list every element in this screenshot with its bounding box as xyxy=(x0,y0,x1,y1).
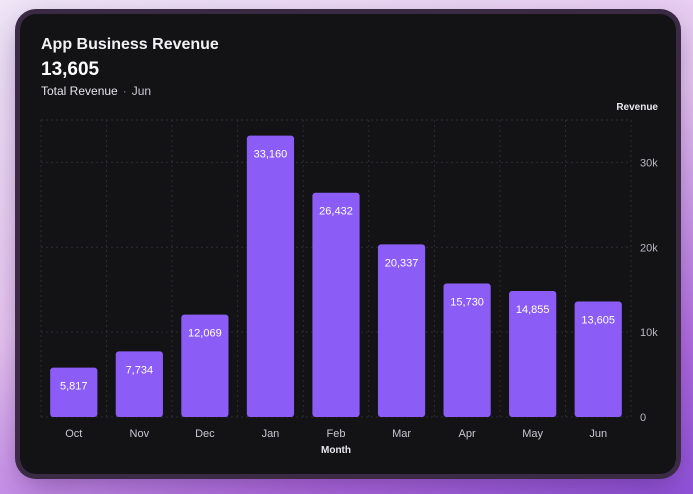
x-tick-label: Nov xyxy=(130,428,150,440)
x-tick-label: Dec xyxy=(195,428,215,440)
chart-card: App Business Revenue 13,605 Total Revenu… xyxy=(20,14,676,474)
x-tick-label: Jun xyxy=(589,428,607,440)
x-tick-label: May xyxy=(522,428,543,440)
bar-jun[interactable] xyxy=(574,301,622,417)
bar-may[interactable] xyxy=(509,290,557,417)
bar-dec[interactable] xyxy=(181,314,229,417)
total-value: 13,605 xyxy=(41,59,100,80)
x-tick-label: Mar xyxy=(392,428,411,440)
bar-data-label: 7,734 xyxy=(126,364,154,376)
total-label: Total Revenue xyxy=(41,84,118,98)
bars-layer xyxy=(50,135,622,417)
bar-jan[interactable] xyxy=(246,135,295,417)
x-axis-title: Month xyxy=(321,445,351,456)
subtitle: Total Revenue · Jun xyxy=(41,84,151,98)
bar-apr[interactable] xyxy=(443,283,491,417)
labels-layer: 0 10k 20k 30k 5,817 Oct 7,734 Nov 12,069 Dec 33,16… xyxy=(60,149,658,440)
x-tick-label: Jan xyxy=(262,428,280,440)
bar-chart: 0 10k 20k 30k 5,817 Oct 7,734 Nov 12,069 Dec 33,16… xyxy=(40,102,658,456)
bar-data-label: 33,160 xyxy=(254,149,288,161)
period-label: Jun xyxy=(131,84,152,98)
bar-data-label: 12,069 xyxy=(188,328,222,340)
bar-data-label: 15,730 xyxy=(450,297,484,309)
bar-data-label: 26,432 xyxy=(319,206,353,218)
bar-nov[interactable] xyxy=(115,351,163,417)
y-axis-title: Revenue xyxy=(616,102,658,113)
bar-mar[interactable] xyxy=(377,244,426,417)
bar-data-label: 13,605 xyxy=(581,315,615,327)
bar-feb[interactable] xyxy=(312,192,360,417)
x-tick-label: Oct xyxy=(65,428,82,440)
bar-data-label: 14,855 xyxy=(516,304,550,316)
subtitle-separator: · xyxy=(122,84,127,98)
x-tick-label: Apr xyxy=(459,428,476,440)
y-tick-label: 0 xyxy=(640,412,646,424)
chart-title: App Business Revenue xyxy=(41,36,219,53)
y-tick-label: 20k xyxy=(640,242,658,254)
y-tick-label: 10k xyxy=(640,327,658,339)
bar-data-label: 5,817 xyxy=(60,381,88,393)
x-tick-label: Feb xyxy=(327,428,346,440)
y-tick-label: 30k xyxy=(640,157,658,169)
bar-oct[interactable] xyxy=(50,367,98,417)
bar-data-label: 20,337 xyxy=(385,257,419,269)
